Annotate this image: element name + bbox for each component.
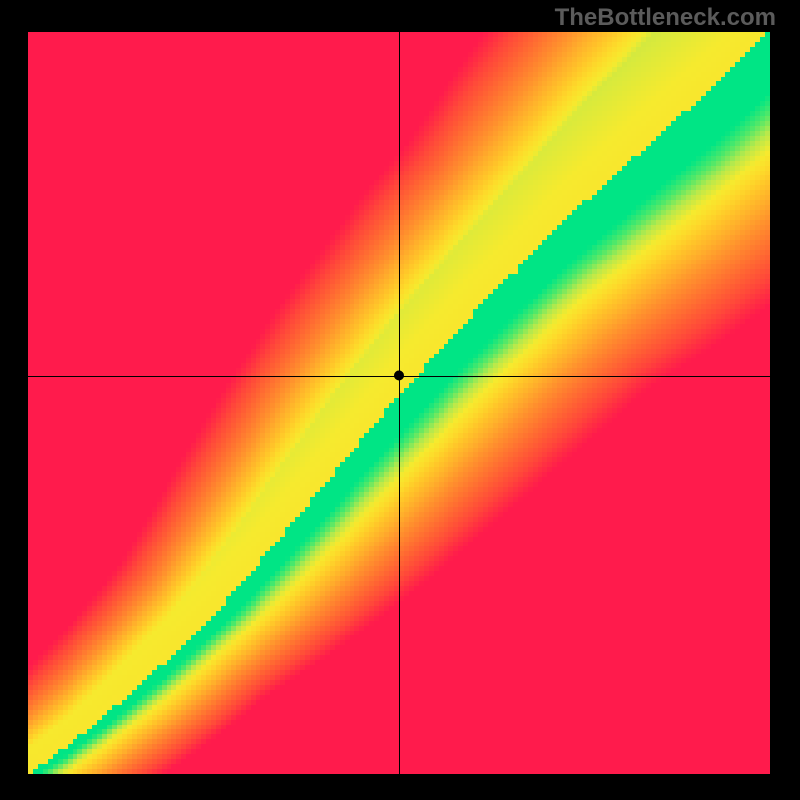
watermark-text: TheBottleneck.com: [555, 4, 776, 32]
chart-container: TheBottleneck.com: [0, 0, 800, 800]
bottleneck-heatmap: [0, 0, 800, 800]
